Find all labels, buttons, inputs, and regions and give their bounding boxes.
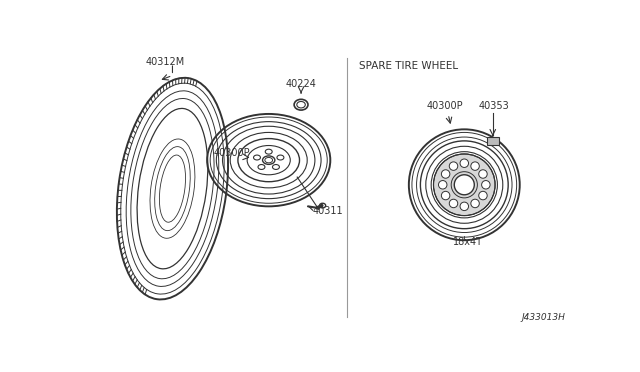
- Ellipse shape: [449, 162, 458, 170]
- Text: 40311: 40311: [312, 206, 343, 216]
- Ellipse shape: [454, 175, 474, 195]
- Ellipse shape: [460, 159, 468, 167]
- Ellipse shape: [433, 154, 495, 216]
- Text: 40300P: 40300P: [213, 148, 250, 157]
- Ellipse shape: [442, 170, 450, 178]
- Bar: [486, 137, 499, 145]
- Text: 18x4T: 18x4T: [453, 237, 483, 247]
- Text: 40312M: 40312M: [145, 57, 184, 67]
- Ellipse shape: [471, 162, 479, 170]
- Text: 40224: 40224: [285, 79, 317, 89]
- Ellipse shape: [479, 170, 487, 178]
- Ellipse shape: [449, 199, 458, 208]
- Text: SPARE TIRE WHEEL: SPARE TIRE WHEEL: [359, 61, 458, 71]
- Text: 40353: 40353: [479, 101, 509, 111]
- Ellipse shape: [438, 180, 447, 189]
- Ellipse shape: [471, 199, 479, 208]
- Text: J433013H: J433013H: [522, 312, 565, 321]
- Ellipse shape: [442, 191, 450, 200]
- Text: 40300P: 40300P: [427, 101, 463, 111]
- Ellipse shape: [482, 180, 490, 189]
- Ellipse shape: [479, 191, 487, 200]
- Ellipse shape: [460, 202, 468, 211]
